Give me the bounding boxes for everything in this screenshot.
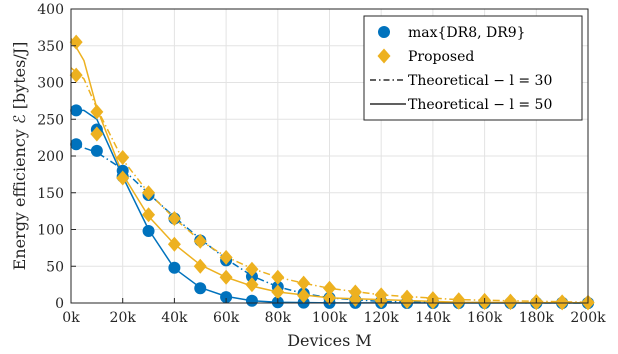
data-point-proposed-l50 bbox=[69, 34, 83, 50]
x-tick-label: 80k bbox=[265, 310, 292, 326]
y-tick-label: 300 bbox=[37, 76, 64, 92]
x-axis-label: Devices M bbox=[287, 331, 372, 350]
data-point-dr-l50 bbox=[245, 294, 258, 307]
data-point-proposed-l50 bbox=[167, 236, 181, 252]
data-point-proposed-l50 bbox=[116, 170, 130, 186]
data-point-proposed-l50 bbox=[142, 207, 156, 223]
data-point-proposed-l50 bbox=[219, 269, 233, 285]
x-tick-label: 180k bbox=[519, 310, 555, 326]
data-point-proposed-l50 bbox=[193, 258, 207, 274]
x-tick-label: 140k bbox=[415, 310, 451, 326]
x-tick-labels: 0k 20k 40k 60k 80k 100k 120k 140k 160k 180k 200k bbox=[62, 298, 606, 326]
y-tick-label: 250 bbox=[37, 112, 64, 128]
data-point-proposed-l30 bbox=[219, 249, 233, 265]
legend-label: Theoretical − l = 50 bbox=[408, 97, 552, 113]
y-tick-label: 400 bbox=[37, 2, 64, 18]
y-tick-label: 200 bbox=[37, 149, 64, 165]
y-tick-label: 0 bbox=[55, 296, 64, 312]
data-point-proposed-l50 bbox=[323, 290, 336, 306]
x-tick-label: 40k bbox=[161, 310, 188, 326]
y-tick-label: 100 bbox=[37, 223, 64, 239]
data-point-dr-l50 bbox=[220, 291, 233, 304]
x-tick-label: 20k bbox=[110, 310, 137, 326]
legend-icon-circle bbox=[378, 26, 390, 38]
x-tick-label: 0k bbox=[62, 310, 80, 326]
x-tick-label: 200k bbox=[570, 310, 606, 326]
x-tick-label: 120k bbox=[364, 310, 400, 326]
x-tick-label: 160k bbox=[467, 310, 503, 326]
y-tick-label: 350 bbox=[37, 39, 64, 55]
data-point-dr-l30 bbox=[70, 138, 83, 151]
data-point-proposed-l50 bbox=[90, 126, 104, 142]
data-point-proposed-l50 bbox=[400, 294, 414, 310]
data-point-dr-l30 bbox=[90, 144, 103, 157]
legend-label: max{DR8, DR9} bbox=[408, 25, 526, 41]
data-point-proposed-l30 bbox=[116, 149, 130, 165]
data-point-proposed-l50 bbox=[452, 294, 466, 310]
legend-label: Proposed bbox=[408, 49, 474, 65]
data-point-proposed-l50 bbox=[245, 277, 259, 293]
data-point-dr-l50 bbox=[142, 224, 155, 237]
data-point-proposed-l50 bbox=[271, 284, 285, 300]
legend-icon-diamond bbox=[377, 48, 391, 64]
data-point-proposed-l30 bbox=[69, 67, 83, 83]
data-point-proposed-l50 bbox=[297, 288, 311, 304]
data-point-proposed-l30 bbox=[142, 185, 156, 201]
y-tick-label: 150 bbox=[37, 186, 64, 202]
y-tick-label: 50 bbox=[46, 259, 64, 275]
data-point-proposed-l30 bbox=[323, 280, 336, 296]
data-point-proposed-l30 bbox=[297, 275, 311, 291]
data-point-proposed-l30 bbox=[245, 261, 259, 277]
data-point-proposed-l30 bbox=[90, 104, 104, 120]
legend-box bbox=[363, 15, 583, 121]
data-point-dr-l50 bbox=[168, 261, 181, 274]
x-tick-label: 100k bbox=[312, 310, 348, 326]
data-point-proposed-l30 bbox=[167, 210, 181, 226]
data-point-proposed-l30 bbox=[193, 233, 207, 249]
y-tick-labels: 0 50 100 150 200 250 300 350 400 bbox=[37, 2, 76, 312]
data-point-dr-l50 bbox=[194, 282, 207, 295]
y-axis-label: Energy efficiency ℰ [bytes/J] bbox=[10, 42, 29, 271]
legend: max{DR8, DR9} Proposed Theoretical − l = 3… bbox=[363, 15, 583, 121]
data-point-proposed-l30 bbox=[271, 269, 285, 285]
data-point-dr-l50 bbox=[70, 104, 83, 117]
x-tick-label: 60k bbox=[213, 310, 240, 326]
legend-label: Theoretical − l = 30 bbox=[408, 73, 552, 89]
